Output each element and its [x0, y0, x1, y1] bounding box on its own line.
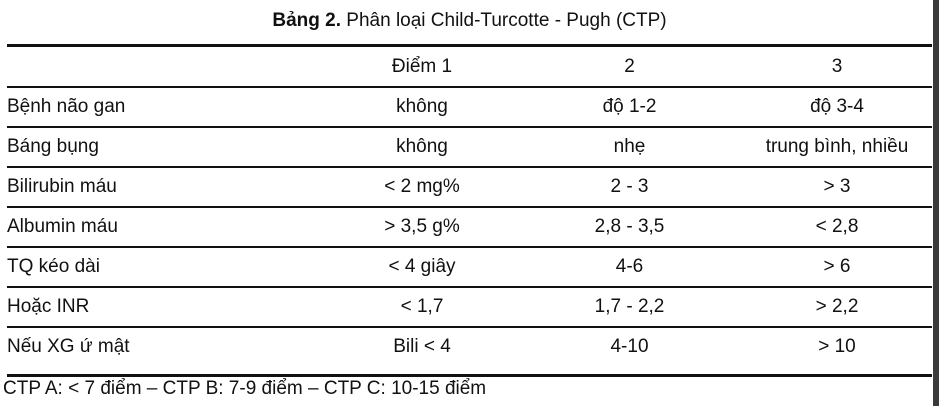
row-separator	[7, 246, 932, 248]
caption-title: Phân loại Child-Turcotte - Pugh (CTP)	[341, 10, 667, 31]
row-separator	[7, 166, 932, 168]
row-label: Bilirubin máu	[7, 176, 117, 197]
table-cell: > 10	[818, 336, 856, 357]
table-cell: > 3,5 g%	[384, 216, 460, 237]
caption-lead: Bảng 2.	[272, 10, 342, 31]
table-header-row: Điểm 1 2 3	[7, 47, 932, 87]
table-cell: > 6	[823, 256, 851, 277]
table-row: Nếu XG ứ mật Bili < 4 4-10 > 10	[7, 327, 932, 367]
table-cell: > 2,2	[815, 296, 859, 317]
table-cell: 1,7 - 2,2	[594, 296, 665, 317]
table-cell: độ 1-2	[602, 96, 657, 117]
table-cell: 2,8 - 3,5	[594, 216, 665, 237]
table-cell: 2 - 3	[610, 176, 649, 197]
row-label: Bệnh não gan	[7, 96, 126, 117]
table-row: Hoặc INR < 1,7 1,7 - 2,2 > 2,2	[7, 287, 932, 327]
table-cell: không	[396, 136, 448, 157]
table-row: Bilirubin máu < 2 mg% 2 - 3 > 3	[7, 167, 932, 207]
row-separator	[7, 206, 932, 208]
row-label: Nếu XG ứ mật	[7, 336, 130, 357]
row-separator	[7, 326, 932, 328]
table-cell: trung bình, nhiều	[765, 136, 909, 157]
row-separator	[7, 86, 932, 88]
table-cell: 4-6	[615, 256, 644, 277]
row-label: TQ kéo dài	[7, 256, 100, 277]
table-cell: < 4 giây	[388, 256, 456, 277]
table-cell: không	[396, 96, 448, 117]
table-cell: < 1,7	[400, 296, 444, 317]
table-row: TQ kéo dài < 4 giây 4-6 > 6	[7, 247, 932, 287]
header-cell	[7, 47, 327, 87]
row-separator	[7, 286, 932, 288]
table-row: Albumin máu > 3,5 g% 2,8 - 3,5 < 2,8	[7, 207, 932, 247]
row-label: Báng bụng	[7, 136, 99, 157]
table-cell: < 2 mg%	[384, 176, 460, 197]
page-edge	[933, 0, 939, 406]
table-cell: 4-10	[610, 336, 649, 357]
table-row: Báng bụng không nhẹ trung bình, nhiều	[7, 127, 932, 167]
row-label: Hoặc INR	[7, 296, 90, 317]
header-cell: 3	[831, 56, 843, 77]
header-cell: 2	[624, 56, 635, 77]
header-cell: Điểm 1	[391, 56, 453, 77]
table-cell: Bili < 4	[393, 336, 451, 357]
table-cell: độ 3-4	[810, 96, 864, 117]
table-cell: nhẹ	[613, 136, 646, 157]
ctp-table: Điểm 1 2 3 Bệnh não gan không độ 1-2 độ …	[7, 47, 932, 367]
table-cell: < 2,8	[815, 216, 859, 237]
footnote: CTP A: < 7 điểm – CTP B: 7-9 điểm – CTP …	[3, 378, 487, 399]
row-separator	[7, 126, 932, 128]
table-caption: Bảng 2. Phân loại Child-Turcotte - Pugh …	[0, 9, 939, 33]
table-row: Bệnh não gan không độ 1-2 độ 3-4	[7, 87, 932, 127]
table-top-rule	[7, 44, 932, 47]
row-label: Albumin máu	[7, 216, 118, 237]
table-bottom-rule	[7, 374, 932, 377]
table-cell: > 3	[823, 176, 851, 197]
